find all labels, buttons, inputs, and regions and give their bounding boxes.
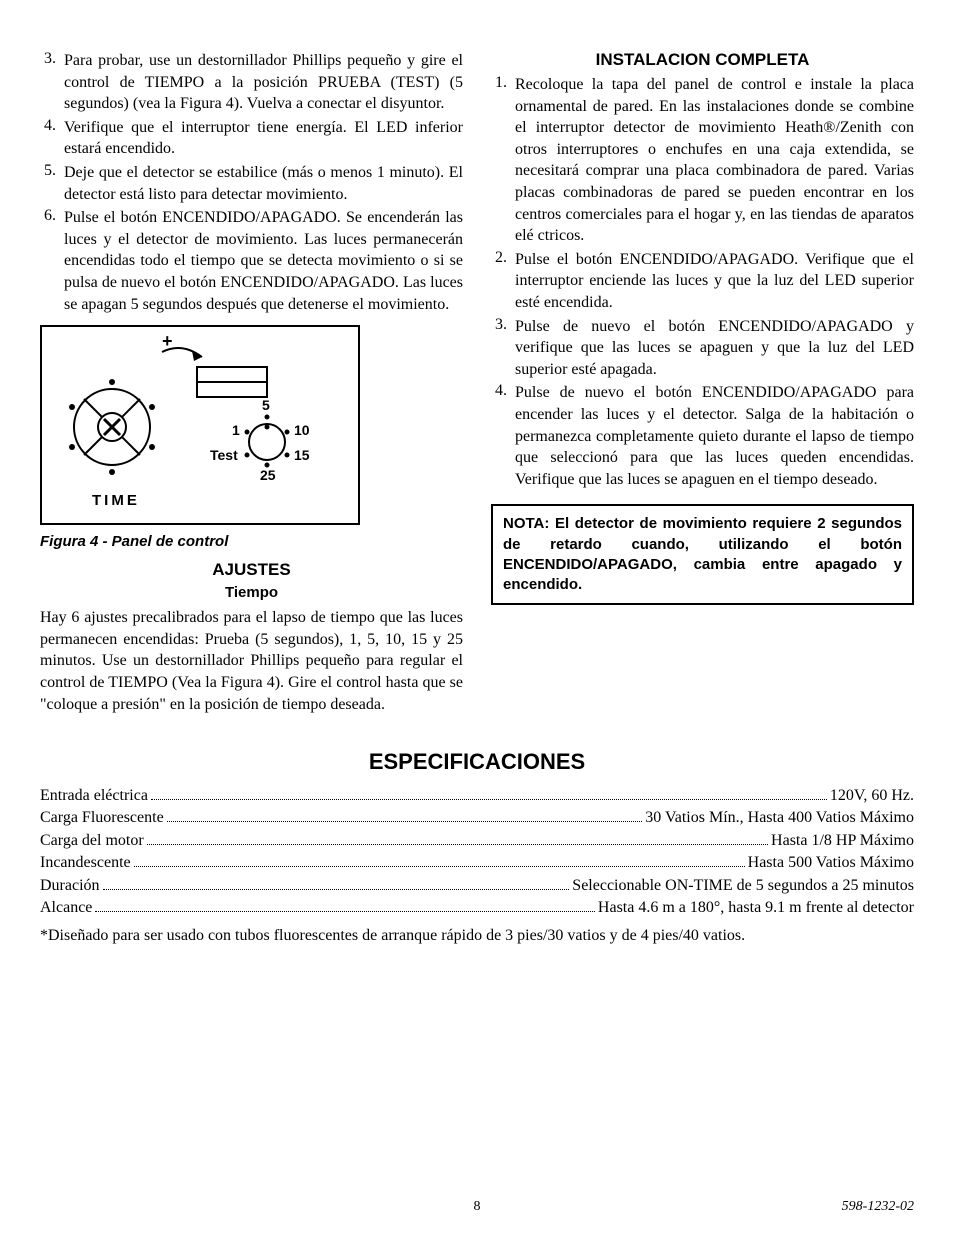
list-text: Pulse de nuevo el botón ENCENDIDO/APAGAD… bbox=[515, 382, 914, 490]
right-column: INSTALACION COMPLETA 1.Recoloque la tapa… bbox=[491, 50, 914, 719]
list-number: 4. bbox=[491, 382, 515, 490]
dial-25: 25 bbox=[260, 467, 276, 483]
dial-1: 1 bbox=[232, 422, 240, 438]
list-item: 4.Pulse de nuevo el botón ENCENDIDO/APAG… bbox=[491, 382, 914, 490]
ajustes-subtitle: Tiempo bbox=[40, 584, 463, 601]
list-item: 6.Pulse el botón ENCENDIDO/APAGADO. Se e… bbox=[40, 207, 463, 315]
note-box: NOTA: El detector de movimiento requiere… bbox=[491, 504, 914, 605]
spec-row: Carga Fluorescente 30 Vatios Mín., Hasta … bbox=[40, 807, 914, 829]
left-column: 3.Para probar, use un destornillador Phi… bbox=[40, 50, 463, 719]
spec-label: Carga Fluorescente bbox=[40, 807, 164, 829]
list-text: Recoloque la tapa del panel de control e… bbox=[515, 74, 914, 247]
list-text: Para probar, use un destornillador Phill… bbox=[64, 50, 463, 115]
spec-value: 30 Vatios Mín., Hasta 400 Vatios Máximo bbox=[645, 807, 914, 829]
control-panel-diagram bbox=[42, 327, 358, 523]
instalacion-title: INSTALACION COMPLETA bbox=[491, 50, 914, 70]
list-number: 1. bbox=[491, 74, 515, 247]
spec-dots bbox=[147, 830, 768, 844]
dial-15: 15 bbox=[294, 447, 310, 463]
page-footer: 8 598-1232-02 bbox=[40, 1199, 914, 1215]
list-number: 3. bbox=[40, 50, 64, 115]
time-label: TIME bbox=[92, 492, 140, 509]
spec-dots bbox=[95, 898, 595, 912]
list-item: 4.Verifique que el interruptor tiene ene… bbox=[40, 117, 463, 160]
list-text: Pulse el botón ENCENDIDO/APAGADO. Se enc… bbox=[64, 207, 463, 315]
list-item: 3.Pulse de nuevo el botón ENCENDIDO/APAG… bbox=[491, 316, 914, 381]
spec-dots bbox=[134, 853, 745, 867]
list-item: 1.Recoloque la tapa del panel de control… bbox=[491, 74, 914, 247]
list-number: 2. bbox=[491, 249, 515, 314]
list-text: Pulse de nuevo el botón ENCENDIDO/APAGAD… bbox=[515, 316, 914, 381]
list-text: Pulse el botón ENCENDIDO/APAGADO. Verifi… bbox=[515, 249, 914, 314]
spec-row: Duración Seleccionable ON-TIME de 5 segun… bbox=[40, 875, 914, 897]
two-column-layout: 3.Para probar, use un destornillador Phi… bbox=[40, 50, 914, 719]
list-item: 2.Pulse el botón ENCENDIDO/APAGADO. Veri… bbox=[491, 249, 914, 314]
ajustes-title: AJUSTES bbox=[40, 560, 463, 580]
spec-value: Hasta 4.6 m a 180°, hasta 9.1 m frente a… bbox=[598, 897, 914, 919]
list-text: Verifique que el interruptor tiene energ… bbox=[64, 117, 463, 160]
figure-4: + 5 1 10 Test 15 25 TIME bbox=[40, 325, 360, 525]
plus-label: + bbox=[162, 331, 173, 352]
spec-value: Hasta 500 Vatios Máximo bbox=[748, 852, 914, 874]
list-number: 6. bbox=[40, 207, 64, 315]
spec-row: Alcance Hasta 4.6 m a 180°, hasta 9.1 m f… bbox=[40, 897, 914, 919]
spec-label: Alcance bbox=[40, 897, 92, 919]
spec-label: Duración bbox=[40, 875, 100, 897]
spec-value: Seleccionable ON-TIME de 5 segundos a 25… bbox=[572, 875, 914, 897]
list-item: 5.Deje que el detector se estabilice (má… bbox=[40, 162, 463, 205]
spec-label: Entrada eléctrica bbox=[40, 785, 148, 807]
spec-footnote: *Diseñado para ser usado con tubos fluor… bbox=[40, 925, 914, 947]
spec-dots bbox=[151, 786, 827, 800]
spec-value: 120V, 60 Hz. bbox=[830, 785, 914, 807]
spec-table: Entrada eléctrica120V, 60 Hz.Carga Fluor… bbox=[40, 785, 914, 919]
spec-row: Carga del motor Hasta 1/8 HP Máximo bbox=[40, 830, 914, 852]
spec-value: Hasta 1/8 HP Máximo bbox=[771, 830, 914, 852]
spec-label: Incandescente bbox=[40, 852, 131, 874]
dial-5: 5 bbox=[262, 397, 270, 413]
list-item: 3.Para probar, use un destornillador Phi… bbox=[40, 50, 463, 115]
spec-label: Carga del motor bbox=[40, 830, 144, 852]
spec-dots bbox=[167, 808, 643, 822]
spec-row: Incandescente Hasta 500 Vatios Máximo bbox=[40, 852, 914, 874]
ajustes-paragraph: Hay 6 ajustes precalibrados para el laps… bbox=[40, 607, 463, 715]
document-code: 598-1232-02 bbox=[842, 1199, 914, 1215]
spec-dots bbox=[103, 875, 570, 889]
list-text: Deje que el detector se estabilice (más … bbox=[64, 162, 463, 205]
list-number: 3. bbox=[491, 316, 515, 381]
spec-row: Entrada eléctrica 120V, 60 Hz. bbox=[40, 785, 914, 807]
page-number: 8 bbox=[474, 1199, 481, 1215]
dial-10: 10 bbox=[294, 422, 310, 438]
figure-caption: Figura 4 - Panel de control bbox=[40, 533, 463, 550]
list-number: 4. bbox=[40, 117, 64, 160]
spec-heading: ESPECIFICACIONES bbox=[40, 749, 914, 775]
dial-test: Test bbox=[210, 447, 238, 463]
list-number: 5. bbox=[40, 162, 64, 205]
